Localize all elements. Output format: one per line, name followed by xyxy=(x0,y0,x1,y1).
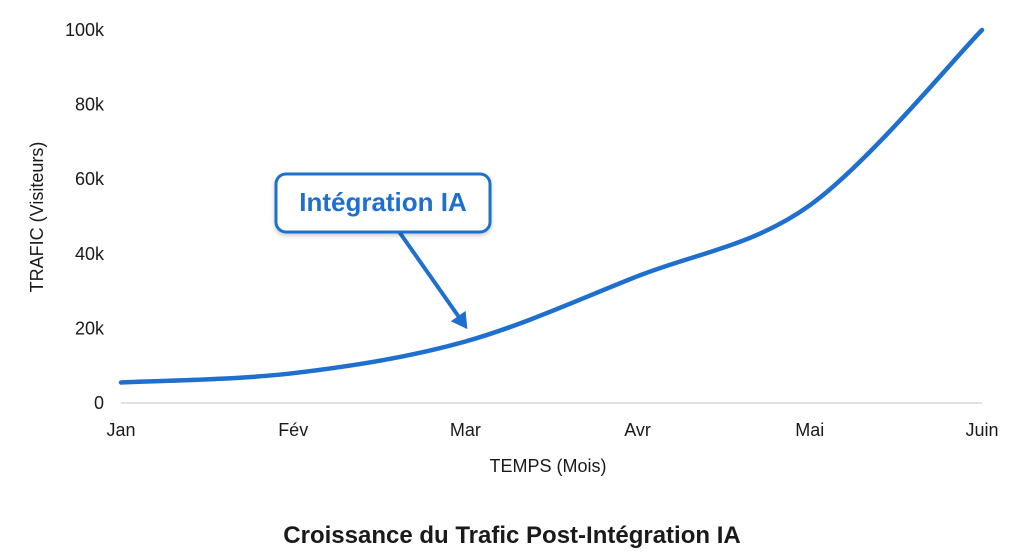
x-tick-label: Juin xyxy=(965,420,998,440)
annotation-arrow xyxy=(398,231,461,319)
y-tick-label: 20k xyxy=(75,318,105,338)
chart-title: Croissance du Trafic Post-Intégration IA xyxy=(283,522,740,549)
annotation: Intégration IA xyxy=(274,172,492,330)
annotation-arrowhead xyxy=(450,310,468,330)
x-tick-label: Avr xyxy=(624,420,651,440)
y-tick-label: 0 xyxy=(94,393,104,413)
y-tick-label: 100k xyxy=(65,20,105,40)
y-tick-label: 60k xyxy=(75,169,105,189)
y-tick-label: 40k xyxy=(75,244,105,264)
x-axis-label: TEMPS (Mois) xyxy=(490,456,607,476)
annotation-label: Intégration IA xyxy=(299,187,467,217)
y-axis-label: TRAFIC (Visiteurs) xyxy=(27,142,47,293)
x-tick-label: Mai xyxy=(795,420,824,440)
x-tick-label: Jan xyxy=(106,420,135,440)
x-tick-label: Mar xyxy=(450,420,481,440)
x-tick-label: Fév xyxy=(278,420,308,440)
y-tick-label: 80k xyxy=(75,95,105,115)
series-line xyxy=(118,27,985,385)
annotation-box xyxy=(274,172,492,234)
